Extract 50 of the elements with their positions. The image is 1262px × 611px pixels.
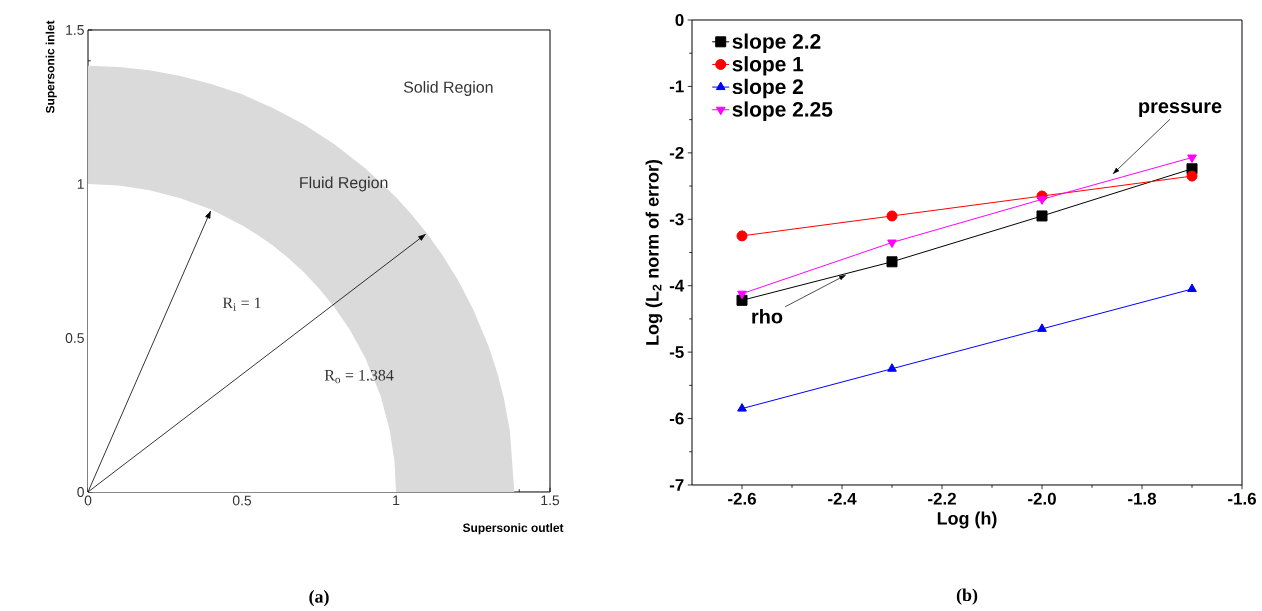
x-tick-label: -2.4 (828, 492, 857, 505)
x-tick-label: -1.6 (1228, 492, 1256, 505)
y-axis-title: Log (L$_{2}$ norm of error) (645, 160, 663, 345)
legend-label: slope 2 (732, 78, 803, 99)
legend-label: slope 2.2 (732, 33, 821, 53)
y-tick-label: 1.5 (66, 25, 84, 35)
y-tick-label: -7 (669, 479, 684, 491)
annotation: R$_{o}$ = 1.384 (324, 369, 394, 384)
point (1037, 196, 1047, 205)
y-tick-label: -1 (669, 80, 684, 93)
annotation: pressure (1139, 102, 1222, 118)
point (887, 363, 897, 372)
legend-label: slope 2.25 (732, 101, 833, 121)
point (737, 403, 747, 412)
y-axis-title: Supersonic inlet (45, 20, 57, 114)
x-tick-label: 1.5 (541, 495, 560, 506)
point (887, 239, 897, 249)
text: (b) (956, 588, 978, 605)
legend-label: slope 1 (732, 56, 804, 76)
y-tick-label: 1 (77, 179, 84, 189)
y-tick-label: -5 (669, 346, 684, 359)
text: (a) (309, 590, 329, 607)
annotation: Solid Region (403, 81, 493, 96)
x-tick-label: 0 (84, 495, 92, 506)
y-tick-label: 0 (675, 14, 684, 26)
x-tick-label: -2.2 (928, 492, 956, 505)
point (1187, 283, 1197, 293)
x-tick-label: -1.8 (1128, 492, 1157, 505)
y-tick-label: -2 (669, 146, 684, 159)
point (886, 256, 898, 268)
x-axis-title: Log (h) (937, 511, 997, 529)
y-tick-label: -3 (669, 213, 684, 226)
annotation: Fluid Region (300, 176, 388, 192)
y-tick-label: -6 (669, 412, 684, 425)
point (736, 230, 748, 242)
y-tick-label: -4 (669, 279, 685, 292)
annotation: R$_{i}$ = 1 (222, 297, 261, 311)
x-axis-title: Supersonic outlet (462, 523, 564, 535)
annotation: rho (752, 308, 783, 324)
x-tick-label: 1 (393, 495, 400, 506)
point (1187, 154, 1197, 163)
point (1036, 210, 1048, 222)
x-tick-label: -2.6 (728, 492, 756, 505)
point (1186, 170, 1198, 182)
point (737, 290, 747, 300)
point (1037, 323, 1047, 332)
x-tick-label: 0.5 (232, 495, 252, 506)
x-tick-label: -2.0 (1028, 492, 1056, 505)
y-tick-label: 0.5 (65, 333, 84, 343)
point (886, 210, 898, 222)
